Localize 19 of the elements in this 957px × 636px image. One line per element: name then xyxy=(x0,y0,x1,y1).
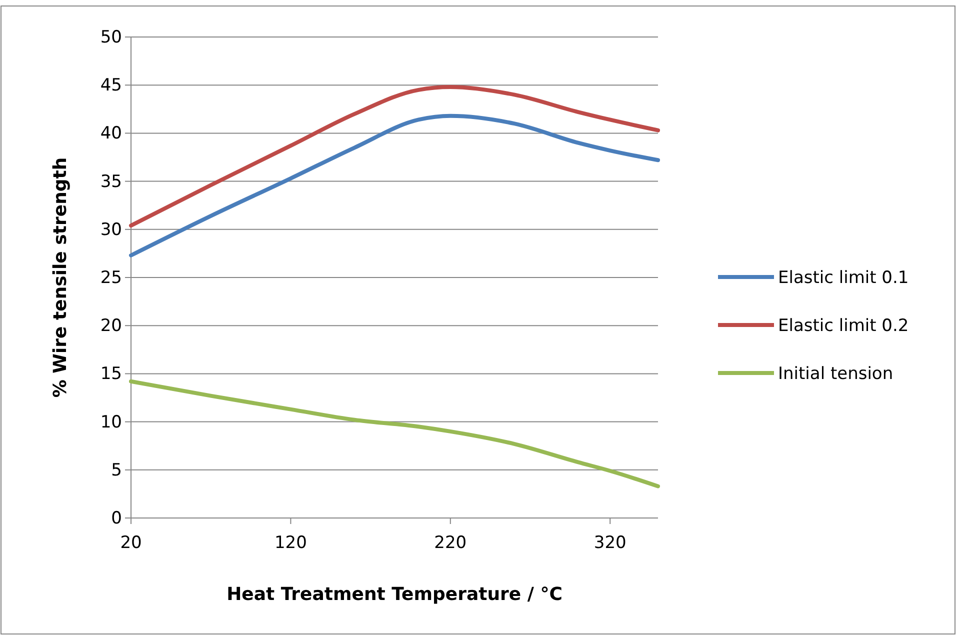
y-tick-label: 35 xyxy=(100,172,122,192)
x-tick-label: 220 xyxy=(434,533,467,554)
y-tick-label: 10 xyxy=(100,412,122,432)
x-tick-label: 320 xyxy=(594,533,626,554)
x-axis-title: Heat Treatment Temperature / °C xyxy=(226,584,562,605)
y-tick-label: 15 xyxy=(100,364,122,384)
legend-label: Elastic limit 0.2 xyxy=(778,316,909,336)
y-tick-label: 30 xyxy=(100,220,122,240)
y-tick-label: 5 xyxy=(111,460,122,480)
y-tick-label: 45 xyxy=(100,76,122,96)
legend-label: Elastic limit 0.1 xyxy=(778,268,909,288)
y-tick-label: 25 xyxy=(100,268,122,288)
y-axis-title: % Wire tensile strength xyxy=(50,157,71,398)
legend-label: Initial tension xyxy=(778,364,894,384)
x-tick-label: 120 xyxy=(274,533,307,554)
y-tick-label: 50 xyxy=(100,27,122,48)
y-tick-label: 0 xyxy=(111,508,122,528)
y-tick-label: 20 xyxy=(100,316,122,336)
y-tick-label: 40 xyxy=(100,124,122,144)
